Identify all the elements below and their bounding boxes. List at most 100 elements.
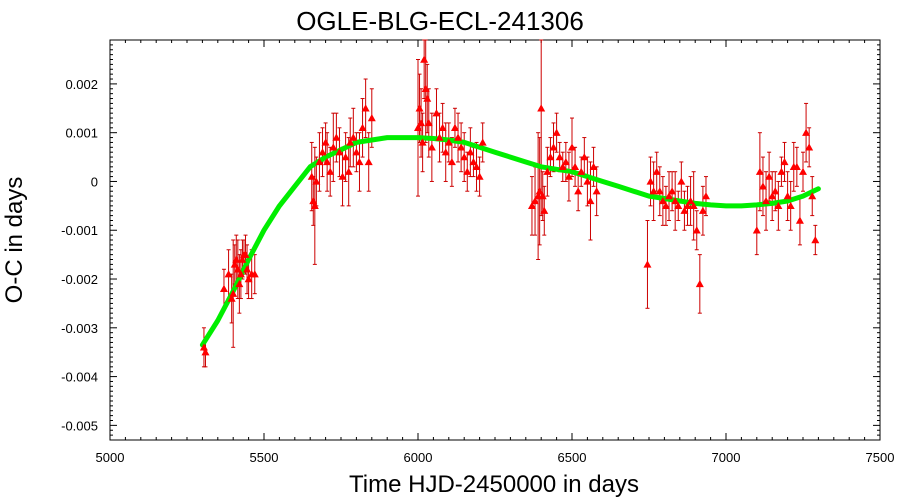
data-point-triangle xyxy=(236,270,245,278)
data-point-triangle xyxy=(420,55,429,63)
data-point-triangle xyxy=(323,157,332,166)
data-point-triangle xyxy=(469,157,478,166)
data-point-triangle xyxy=(355,157,364,166)
data-point-triangle xyxy=(589,162,598,171)
data-point-triangle xyxy=(235,279,244,288)
data-point-triangle xyxy=(460,153,469,161)
data-point-triangle xyxy=(771,187,780,195)
data-point-triangle xyxy=(527,201,536,210)
data-point-triangle xyxy=(799,167,807,175)
y-tick-label: -0.004 xyxy=(61,370,98,385)
data-point-triangle xyxy=(765,172,774,180)
data-point-triangle xyxy=(241,250,250,258)
data-point-triangle xyxy=(423,94,432,102)
fit-curve-group xyxy=(199,135,821,348)
data-point-triangle xyxy=(417,118,426,127)
x-tick-label: 7000 xyxy=(712,450,741,465)
data-point-triangle xyxy=(805,143,814,151)
data-point-triangle xyxy=(450,123,459,132)
x-tick-label: 7500 xyxy=(866,450,895,465)
data-point-triangle xyxy=(686,196,695,205)
data-point-triangle xyxy=(309,196,318,205)
data-point-triangle xyxy=(586,196,595,205)
data-point-triangle xyxy=(243,265,252,273)
y-tick-label: 0.001 xyxy=(65,126,98,141)
data-point-triangle xyxy=(432,109,441,117)
data-point-triangle xyxy=(583,177,592,185)
data-point-triangle xyxy=(561,157,570,166)
data-point-triangle xyxy=(329,143,338,151)
data-point-triangle xyxy=(230,260,239,268)
data-point-triangle xyxy=(655,187,664,195)
data-point-triangle xyxy=(752,226,761,234)
data-point-triangle xyxy=(795,216,804,224)
chart-title: OGLE-BLG-ECL-241306 xyxy=(296,6,584,36)
data-point-triangle xyxy=(649,187,658,195)
data-point-triangle xyxy=(680,206,689,214)
data-point-triangle xyxy=(535,187,544,195)
data-point-triangle xyxy=(344,167,353,175)
data-point-triangle xyxy=(783,192,792,200)
data-point-triangle xyxy=(438,123,447,132)
data-point-triangle xyxy=(219,284,228,292)
data-point-triangle xyxy=(540,206,549,214)
data-point-triangle xyxy=(695,279,704,288)
x-tick-label: 6000 xyxy=(404,450,433,465)
y-tick-label: -0.001 xyxy=(61,223,98,238)
data-point-triangle xyxy=(349,133,358,141)
axis-ticks: 5000 5500 6000 6500 7000 7500 -0.005 -0.004 -0.0… xyxy=(61,39,895,465)
data-point-triangle xyxy=(780,157,789,166)
data-point-triangle xyxy=(232,255,241,263)
data-point-triangle xyxy=(792,162,801,171)
data-point-triangle xyxy=(367,114,376,122)
data-point-triangle xyxy=(574,187,583,195)
data-point-triangle xyxy=(774,201,783,210)
y-tick-label: -0.003 xyxy=(61,321,98,336)
data-point-triangle xyxy=(454,133,463,141)
data-point-triangle xyxy=(692,226,701,234)
data-point-triangle xyxy=(683,201,692,210)
data-point-triangle xyxy=(244,275,253,283)
data-point-triangle xyxy=(310,201,319,210)
data-point-triangle xyxy=(671,196,680,205)
data-point-triangle xyxy=(571,162,580,171)
data-point-triangle xyxy=(352,148,361,156)
data-point-triangle xyxy=(463,167,472,175)
x-tick-label: 6500 xyxy=(558,450,587,465)
data-point-triangle xyxy=(668,187,677,195)
x-tick-label: 5000 xyxy=(96,450,125,465)
data-point-triangle xyxy=(466,148,475,156)
data-point-triangle xyxy=(358,123,367,132)
y-tick-label: -0.002 xyxy=(61,272,98,287)
data-point-triangle xyxy=(341,153,350,161)
data-point-triangle xyxy=(321,138,330,146)
data-point-triangle xyxy=(424,118,433,127)
data-point-triangle xyxy=(307,172,316,180)
data-point-triangle xyxy=(592,187,601,195)
data-point-triangle xyxy=(346,138,355,146)
data-point-triangle xyxy=(555,153,564,161)
x-axis-title: Time HJD-2450000 in days xyxy=(349,471,639,498)
data-point-triangle xyxy=(472,162,481,171)
data-point-triangle xyxy=(250,270,259,278)
data-point-triangle xyxy=(698,206,707,214)
data-point-triangle xyxy=(646,177,655,185)
data-point-triangle xyxy=(558,162,567,171)
data-point-triangle xyxy=(674,201,683,210)
data-point-triangle xyxy=(338,172,347,180)
data-point-triangle xyxy=(227,294,236,302)
data-points xyxy=(199,55,820,356)
data-point-triangle xyxy=(444,138,453,146)
data-point-triangle xyxy=(658,196,667,205)
data-point-triangle xyxy=(199,343,208,351)
data-point-triangle xyxy=(233,265,242,273)
data-point-triangle xyxy=(427,143,436,151)
data-point-triangle xyxy=(552,128,561,136)
x-tick-label: 5500 xyxy=(250,450,279,465)
fit-curve xyxy=(199,135,821,348)
data-point-triangle xyxy=(777,167,786,175)
y-axis-title: O-C in days xyxy=(1,177,28,304)
data-point-triangle xyxy=(538,192,547,200)
y-tick-label: 0 xyxy=(91,174,98,189)
